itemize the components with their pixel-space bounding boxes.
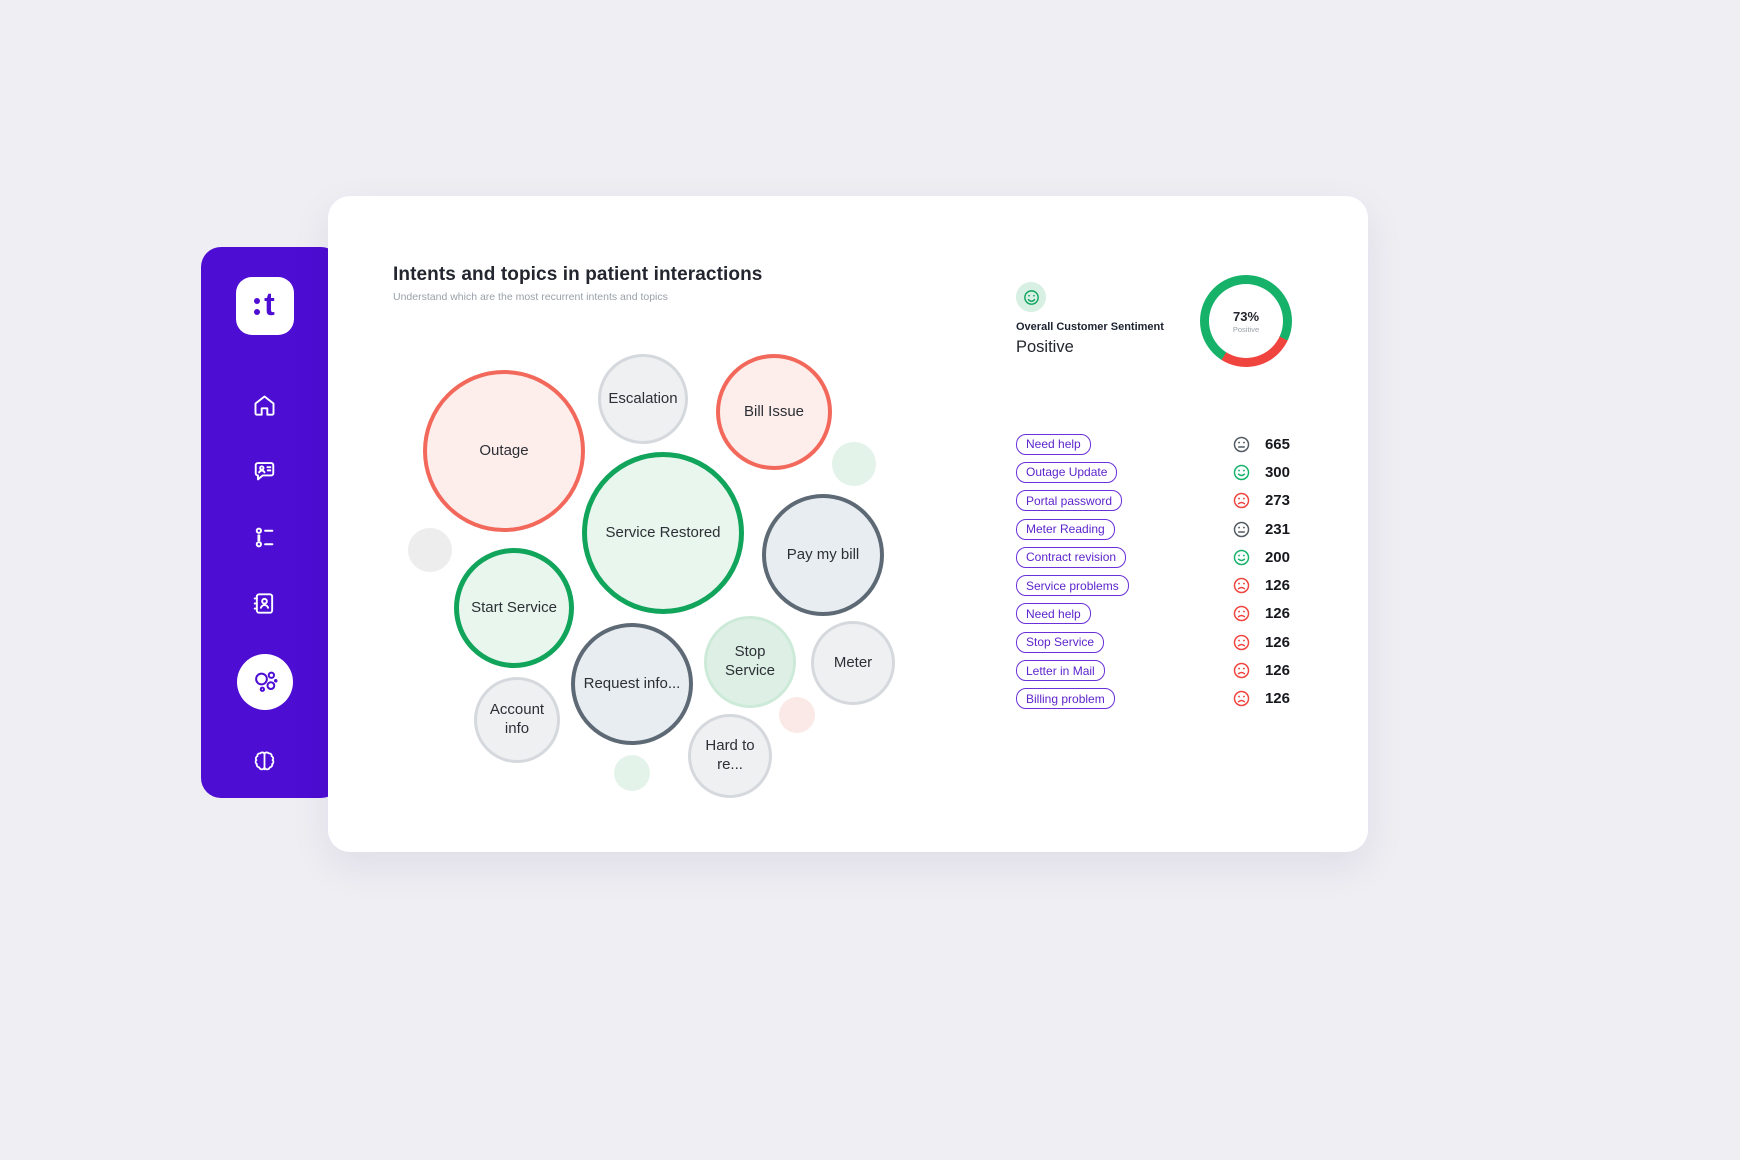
topic-row: Meter Reading 231: [1016, 515, 1290, 543]
bubble-chart: Outage Escalation Bill Issue Service Restor…: [328, 196, 1368, 852]
topic-row: Stop Service 126: [1016, 628, 1290, 656]
sentiment-donut: 73% Positive: [1200, 275, 1292, 367]
topic-row: Billing problem 126: [1016, 685, 1290, 713]
sidebar-item-home[interactable]: [250, 390, 280, 420]
topic-count: 126: [1264, 690, 1290, 708]
topic-bubble[interactable]: Outage: [423, 370, 585, 532]
topic-bubble-label: Pay my bill: [786, 545, 860, 563]
logo-dots-icon: [254, 297, 261, 315]
topic-count: 126: [1264, 577, 1290, 595]
topic-pill[interactable]: Need help: [1016, 433, 1091, 455]
bubble-chart-icon: [254, 671, 278, 692]
topic-count: 200: [1264, 548, 1290, 566]
sidebar-item-insights[interactable]: [236, 654, 293, 710]
topic-bubble-label: Service Restored: [605, 523, 721, 541]
neutral-face-icon: [1233, 436, 1250, 453]
topic-pill[interactable]: Outage Update: [1016, 461, 1118, 483]
topic-bubble-label: Outage: [479, 441, 529, 459]
topic-count: 300: [1264, 463, 1290, 481]
topic-row: Outage Update 300: [1016, 458, 1290, 486]
topic-bubble[interactable]: Pay my bill: [762, 494, 884, 616]
topic-bubble-label: Account info: [489, 701, 545, 737]
page-title: Intents and topics in patient interactio…: [393, 264, 763, 285]
topic-bubble[interactable]: Request info...: [571, 623, 693, 745]
negative-face-icon: [1233, 605, 1250, 622]
decorative-dot: [614, 755, 650, 791]
topic-count: 126: [1264, 662, 1290, 680]
topic-count: 126: [1264, 605, 1290, 623]
topic-list: Need help 665 Outage Update 300 Portal passw…: [1016, 430, 1290, 713]
sidebar-item-conversations[interactable]: [250, 456, 280, 486]
topic-row: Need help 126: [1016, 600, 1290, 628]
topic-bubble[interactable]: Bill Issue: [716, 354, 832, 470]
positive-face-icon: [1233, 549, 1250, 566]
sidebar: t: [201, 247, 341, 798]
decorative-dot: [832, 442, 876, 486]
negative-face-icon: [1233, 662, 1250, 679]
chat-person-icon: [254, 461, 275, 480]
topic-pill[interactable]: Meter Reading: [1016, 518, 1115, 540]
topic-bubble[interactable]: Meter: [811, 621, 895, 705]
topic-row: Need help 665: [1016, 430, 1290, 458]
topic-bubble-label: Start Service: [471, 598, 557, 616]
topic-row: Service problems 126: [1016, 571, 1290, 599]
topic-bubble-label: Meter: [833, 653, 873, 671]
neutral-face-icon: [1233, 521, 1250, 538]
topic-pill[interactable]: Service problems: [1016, 575, 1129, 597]
topic-bubble[interactable]: Start Service: [454, 548, 574, 668]
negative-face-icon: [1233, 492, 1250, 509]
dashboard-card: Intents and topics in patient interactio…: [328, 196, 1368, 852]
topic-pill[interactable]: Portal password: [1016, 490, 1123, 512]
positive-face-icon: [1233, 464, 1250, 481]
app-logo[interactable]: t: [235, 277, 294, 335]
steps-list-icon: [255, 527, 274, 547]
topic-bubble[interactable]: Hard to re...: [688, 714, 772, 798]
negative-face-icon: [1233, 577, 1250, 594]
sidebar-nav: [236, 390, 293, 776]
topic-bubble-label: Request info...: [583, 674, 681, 692]
smiley-icon: [1016, 282, 1046, 312]
decorative-dot: [779, 697, 815, 733]
topic-row: Contract revision 200: [1016, 543, 1290, 571]
negative-face-icon: [1233, 690, 1250, 707]
topic-row: Letter in Mail 126: [1016, 656, 1290, 684]
topic-bubble[interactable]: Service Restored: [582, 452, 744, 614]
topic-bubble-label: Stop Service: [724, 643, 776, 679]
address-book-icon: [253, 592, 274, 614]
topic-bubble-label: Escalation: [608, 389, 678, 407]
topic-bubble[interactable]: Stop Service: [704, 616, 796, 708]
page-subtitle: Understand which are the most recurrent …: [393, 291, 668, 303]
sidebar-item-workflows[interactable]: [250, 522, 280, 552]
topic-pill[interactable]: Need help: [1016, 603, 1091, 625]
decorative-dot: [408, 528, 452, 572]
logo-letter: t: [264, 286, 275, 322]
topic-pill[interactable]: Billing problem: [1016, 688, 1115, 710]
topic-pill[interactable]: Letter in Mail: [1016, 660, 1105, 682]
topic-count: 665: [1264, 435, 1290, 453]
topic-bubble[interactable]: Account info: [474, 677, 560, 763]
topic-pill[interactable]: Stop Service: [1016, 631, 1105, 653]
topic-pill[interactable]: Contract revision: [1016, 546, 1127, 568]
topic-bubble-label: Bill Issue: [743, 402, 805, 420]
home-icon: [254, 395, 275, 416]
negative-face-icon: [1233, 634, 1250, 651]
sentiment-label: Overall Customer Sentiment: [1016, 321, 1164, 333]
topic-bubble[interactable]: Escalation: [598, 354, 688, 444]
brain-icon: [254, 751, 275, 770]
topic-count: 126: [1264, 633, 1290, 651]
donut-center: 73% Positive: [1209, 284, 1283, 358]
topic-row: Portal password 273: [1016, 487, 1290, 515]
topic-count: 231: [1264, 520, 1290, 538]
topic-bubble-label: Hard to re...: [705, 737, 755, 773]
donut-percent: 73%: [1232, 308, 1260, 324]
donut-sublabel: Positive: [1232, 324, 1260, 334]
sentiment-value: Positive: [1016, 338, 1074, 356]
topic-count: 273: [1264, 492, 1290, 510]
sidebar-item-contacts[interactable]: [250, 588, 280, 618]
sidebar-item-ai-brain[interactable]: [250, 746, 280, 776]
